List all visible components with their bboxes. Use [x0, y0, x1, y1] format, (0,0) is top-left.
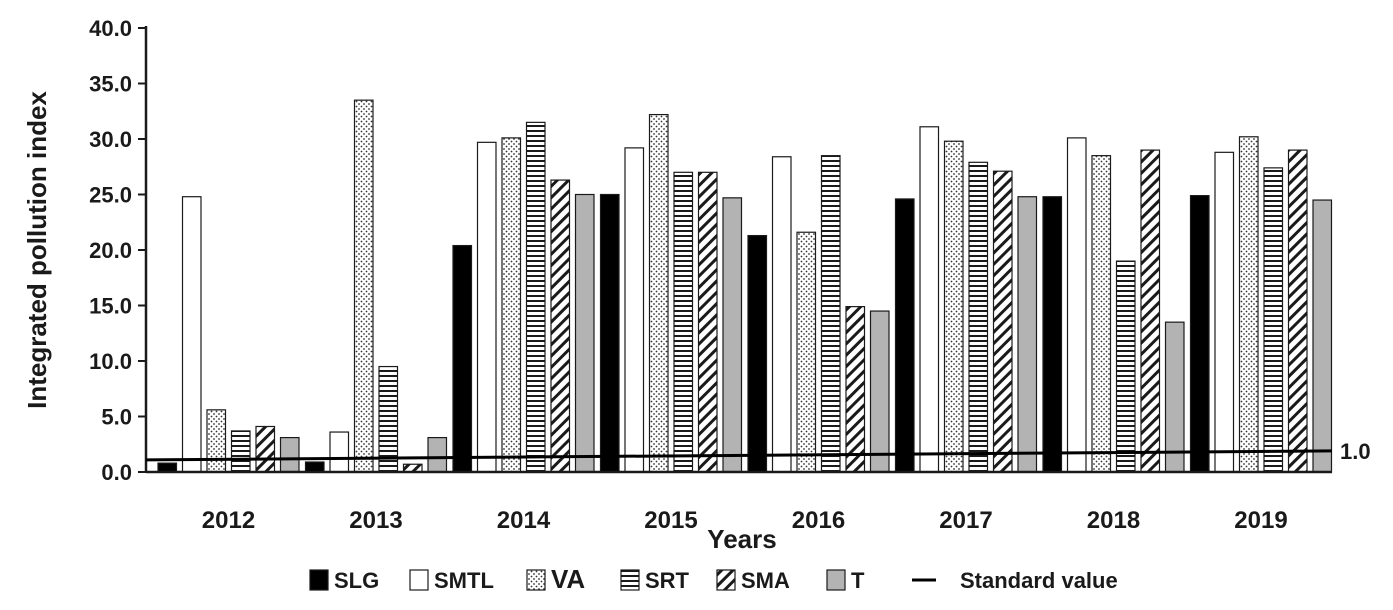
bars	[157, 99, 1333, 473]
bar-srt-2018	[1115, 260, 1136, 473]
bar-va-2019	[1238, 136, 1259, 473]
legend-swatch-srt	[620, 569, 640, 591]
bar-smtl-2017	[919, 126, 940, 473]
y-tick-label: 30.0	[89, 127, 132, 152]
bar-srt-2016	[820, 155, 841, 473]
x-tick-label-2017: 2017	[939, 507, 992, 534]
bar-sma-2018	[1140, 149, 1161, 473]
legend-label-srt: SRT	[645, 568, 690, 593]
legend-swatch-smtl	[409, 569, 429, 591]
bar-va-2012	[206, 409, 227, 473]
bar-sma-2015	[697, 171, 718, 473]
bar-srt-2017	[968, 161, 989, 473]
bar-slg-2012	[157, 462, 178, 473]
bar-va-2013	[353, 99, 374, 473]
bar-srt-2012	[230, 430, 251, 473]
legend-swatch-slg	[309, 569, 329, 591]
bar-sma-2014	[550, 179, 571, 473]
x-tick-label-2015: 2015	[644, 507, 697, 534]
bar-va-2015	[648, 113, 669, 473]
bar-va-2018	[1091, 155, 1112, 473]
legend-label-slg: SLG	[334, 568, 379, 593]
bar-smtl-2013	[329, 431, 350, 473]
bar-sma-2016	[845, 306, 866, 473]
bar-slg-2014	[452, 244, 473, 473]
bar-sma-2012	[255, 425, 276, 473]
axes	[144, 26, 1332, 474]
bar-t-2013	[427, 436, 448, 473]
bar-va-2014	[501, 137, 522, 473]
bar-t-2012	[279, 436, 300, 473]
bar-slg-2015	[599, 193, 620, 473]
bar-t-2017	[1017, 196, 1038, 473]
bar-sma-2019	[1287, 149, 1308, 473]
bar-smtl-2019	[1214, 151, 1235, 473]
x-tick-label-2018: 2018	[1087, 507, 1140, 534]
bar-smtl-2012	[181, 196, 202, 473]
legend: SLG SMTL VA SRT SMA T Standard value	[309, 564, 1118, 594]
x-axis-ticks: 2012 2013 2014 2015 2016 2017 2018 2019	[202, 507, 1288, 534]
y-tick-label: 5.0	[101, 405, 132, 430]
y-tick-label: 15.0	[89, 294, 132, 319]
bar-t-2018	[1164, 321, 1185, 473]
standard-value-line	[145, 449, 1333, 462]
y-tick-label: 20.0	[89, 238, 132, 263]
standard-value-label: 1.0	[1340, 439, 1371, 464]
bar-t-2016	[869, 310, 890, 473]
bar-smtl-2015	[624, 147, 645, 473]
legend-label-t: T	[851, 568, 865, 593]
x-tick-label-2012: 2012	[202, 507, 255, 534]
legend-label-sma: SMA	[741, 568, 790, 593]
bar-t-2019	[1312, 199, 1333, 473]
legend-swatch-sma	[716, 569, 736, 591]
bar-smtl-2018	[1066, 137, 1087, 473]
bar-slg-2019	[1189, 195, 1210, 473]
bar-srt-2019	[1263, 167, 1284, 473]
bar-srt-2014	[525, 121, 546, 473]
standard-value-line-group: 1.0	[145, 439, 1371, 464]
y-tick-label: 0.0	[101, 460, 132, 485]
x-axis-title: Years	[707, 524, 776, 554]
bar-slg-2018	[1042, 196, 1063, 473]
bar-t-2014	[574, 193, 595, 473]
x-tick-label-2013: 2013	[349, 507, 402, 534]
bar-srt-2013	[378, 365, 399, 473]
legend-label-va: VA	[551, 564, 585, 594]
y-axis-title: Integrated pollution index	[22, 91, 52, 409]
bar-srt-2015	[673, 171, 694, 473]
bar-slg-2013	[304, 461, 325, 473]
legend-swatch-va	[526, 569, 546, 591]
y-axis-ticks: 0.0 5.0 10.0 15.0 20.0 25.0 30.0 35.0 40.0	[89, 16, 146, 485]
bar-va-2016	[796, 231, 817, 473]
bar-sma-2017	[992, 170, 1013, 473]
legend-label-standard-value: Standard value	[960, 568, 1118, 593]
legend-swatch-t	[826, 569, 846, 591]
bar-va-2017	[943, 140, 964, 473]
bar-slg-2017	[894, 198, 915, 473]
x-tick-label-2014: 2014	[497, 507, 551, 534]
bar-t-2015	[722, 197, 743, 473]
bar-smtl-2014	[476, 141, 497, 473]
y-tick-label: 10.0	[89, 349, 132, 374]
y-tick-label: 40.0	[89, 16, 132, 41]
y-tick-label: 25.0	[89, 183, 132, 208]
y-tick-label: 35.0	[89, 72, 132, 97]
x-tick-label-2019: 2019	[1234, 507, 1287, 534]
legend-label-smtl: SMTL	[434, 568, 494, 593]
x-tick-label-2016: 2016	[792, 507, 845, 534]
bar-smtl-2016	[771, 156, 792, 473]
bar-slg-2016	[747, 234, 768, 473]
